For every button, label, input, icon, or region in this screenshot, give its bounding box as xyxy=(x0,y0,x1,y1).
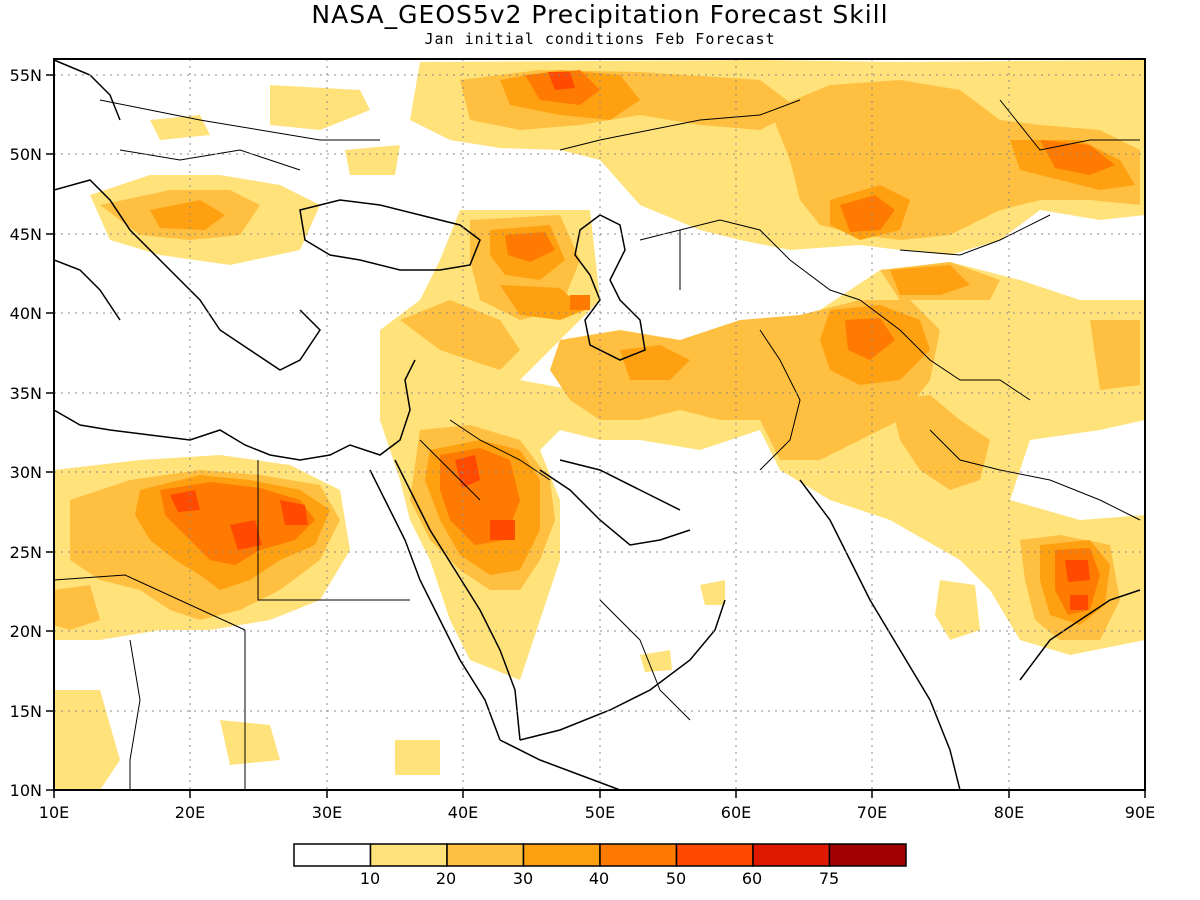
colorbar-label: 50 xyxy=(666,869,686,888)
lon-label: 40E xyxy=(448,803,478,822)
colorbar-swatch xyxy=(369,843,448,867)
lat-label: 35N xyxy=(10,384,42,403)
lon-label: 10E xyxy=(39,803,69,822)
lon-label: 70E xyxy=(857,803,887,822)
colorbar-label: 20 xyxy=(436,869,456,888)
colorbar-swatch xyxy=(675,843,754,867)
colorbar-label: 60 xyxy=(742,869,762,888)
lon-label: 90E xyxy=(1125,803,1155,822)
country-borders xyxy=(54,99,1141,790)
lat-label: 30N xyxy=(10,463,42,482)
colorbar-labels: 10 20 30 40 50 60 75 xyxy=(360,869,839,888)
lat-label: 50N xyxy=(10,145,42,164)
colorbar-label: 30 xyxy=(513,869,533,888)
lat-label: 15N xyxy=(10,702,42,721)
lon-label: 80E xyxy=(994,803,1024,822)
colorbar-swatch xyxy=(828,843,907,867)
lat-label: 20N xyxy=(10,622,42,641)
colorbar-label: 75 xyxy=(819,869,839,888)
lat-label: 55N xyxy=(10,66,42,85)
colorbar-label: 10 xyxy=(360,869,380,888)
colorbar-swatch xyxy=(599,843,678,867)
colorbar-label: 40 xyxy=(589,869,609,888)
map-subtitle: Jan initial conditions Feb Forecast xyxy=(424,30,776,48)
coastlines xyxy=(54,59,1141,790)
lon-label: 50E xyxy=(585,803,615,822)
lat-label: 40N xyxy=(10,304,42,323)
lat-label: 45N xyxy=(10,225,42,244)
lon-labels: 10E 20E 30E 40E 50E 60E 70E 80E 90E xyxy=(39,803,1155,822)
lat-labels: 55N 50N 45N 40N 35N 30N 25N 20N 15N 10N xyxy=(10,66,42,800)
colorbar-swatch xyxy=(752,843,831,867)
lon-label: 60E xyxy=(721,803,751,822)
lat-label: 25N xyxy=(10,543,42,562)
colorbar-swatch xyxy=(522,843,601,867)
lon-label: 20E xyxy=(175,803,205,822)
grid-lines xyxy=(54,59,1145,790)
lat-label: 10N xyxy=(10,781,42,800)
colorbar-swatch xyxy=(293,843,372,867)
tick-marks xyxy=(46,74,1146,798)
colorbar xyxy=(293,843,907,867)
map-title: NASA_GEOS5v2 Precipitation Forecast Skil… xyxy=(311,0,889,29)
colorbar-swatch xyxy=(446,843,525,867)
lon-label: 30E xyxy=(312,803,342,822)
